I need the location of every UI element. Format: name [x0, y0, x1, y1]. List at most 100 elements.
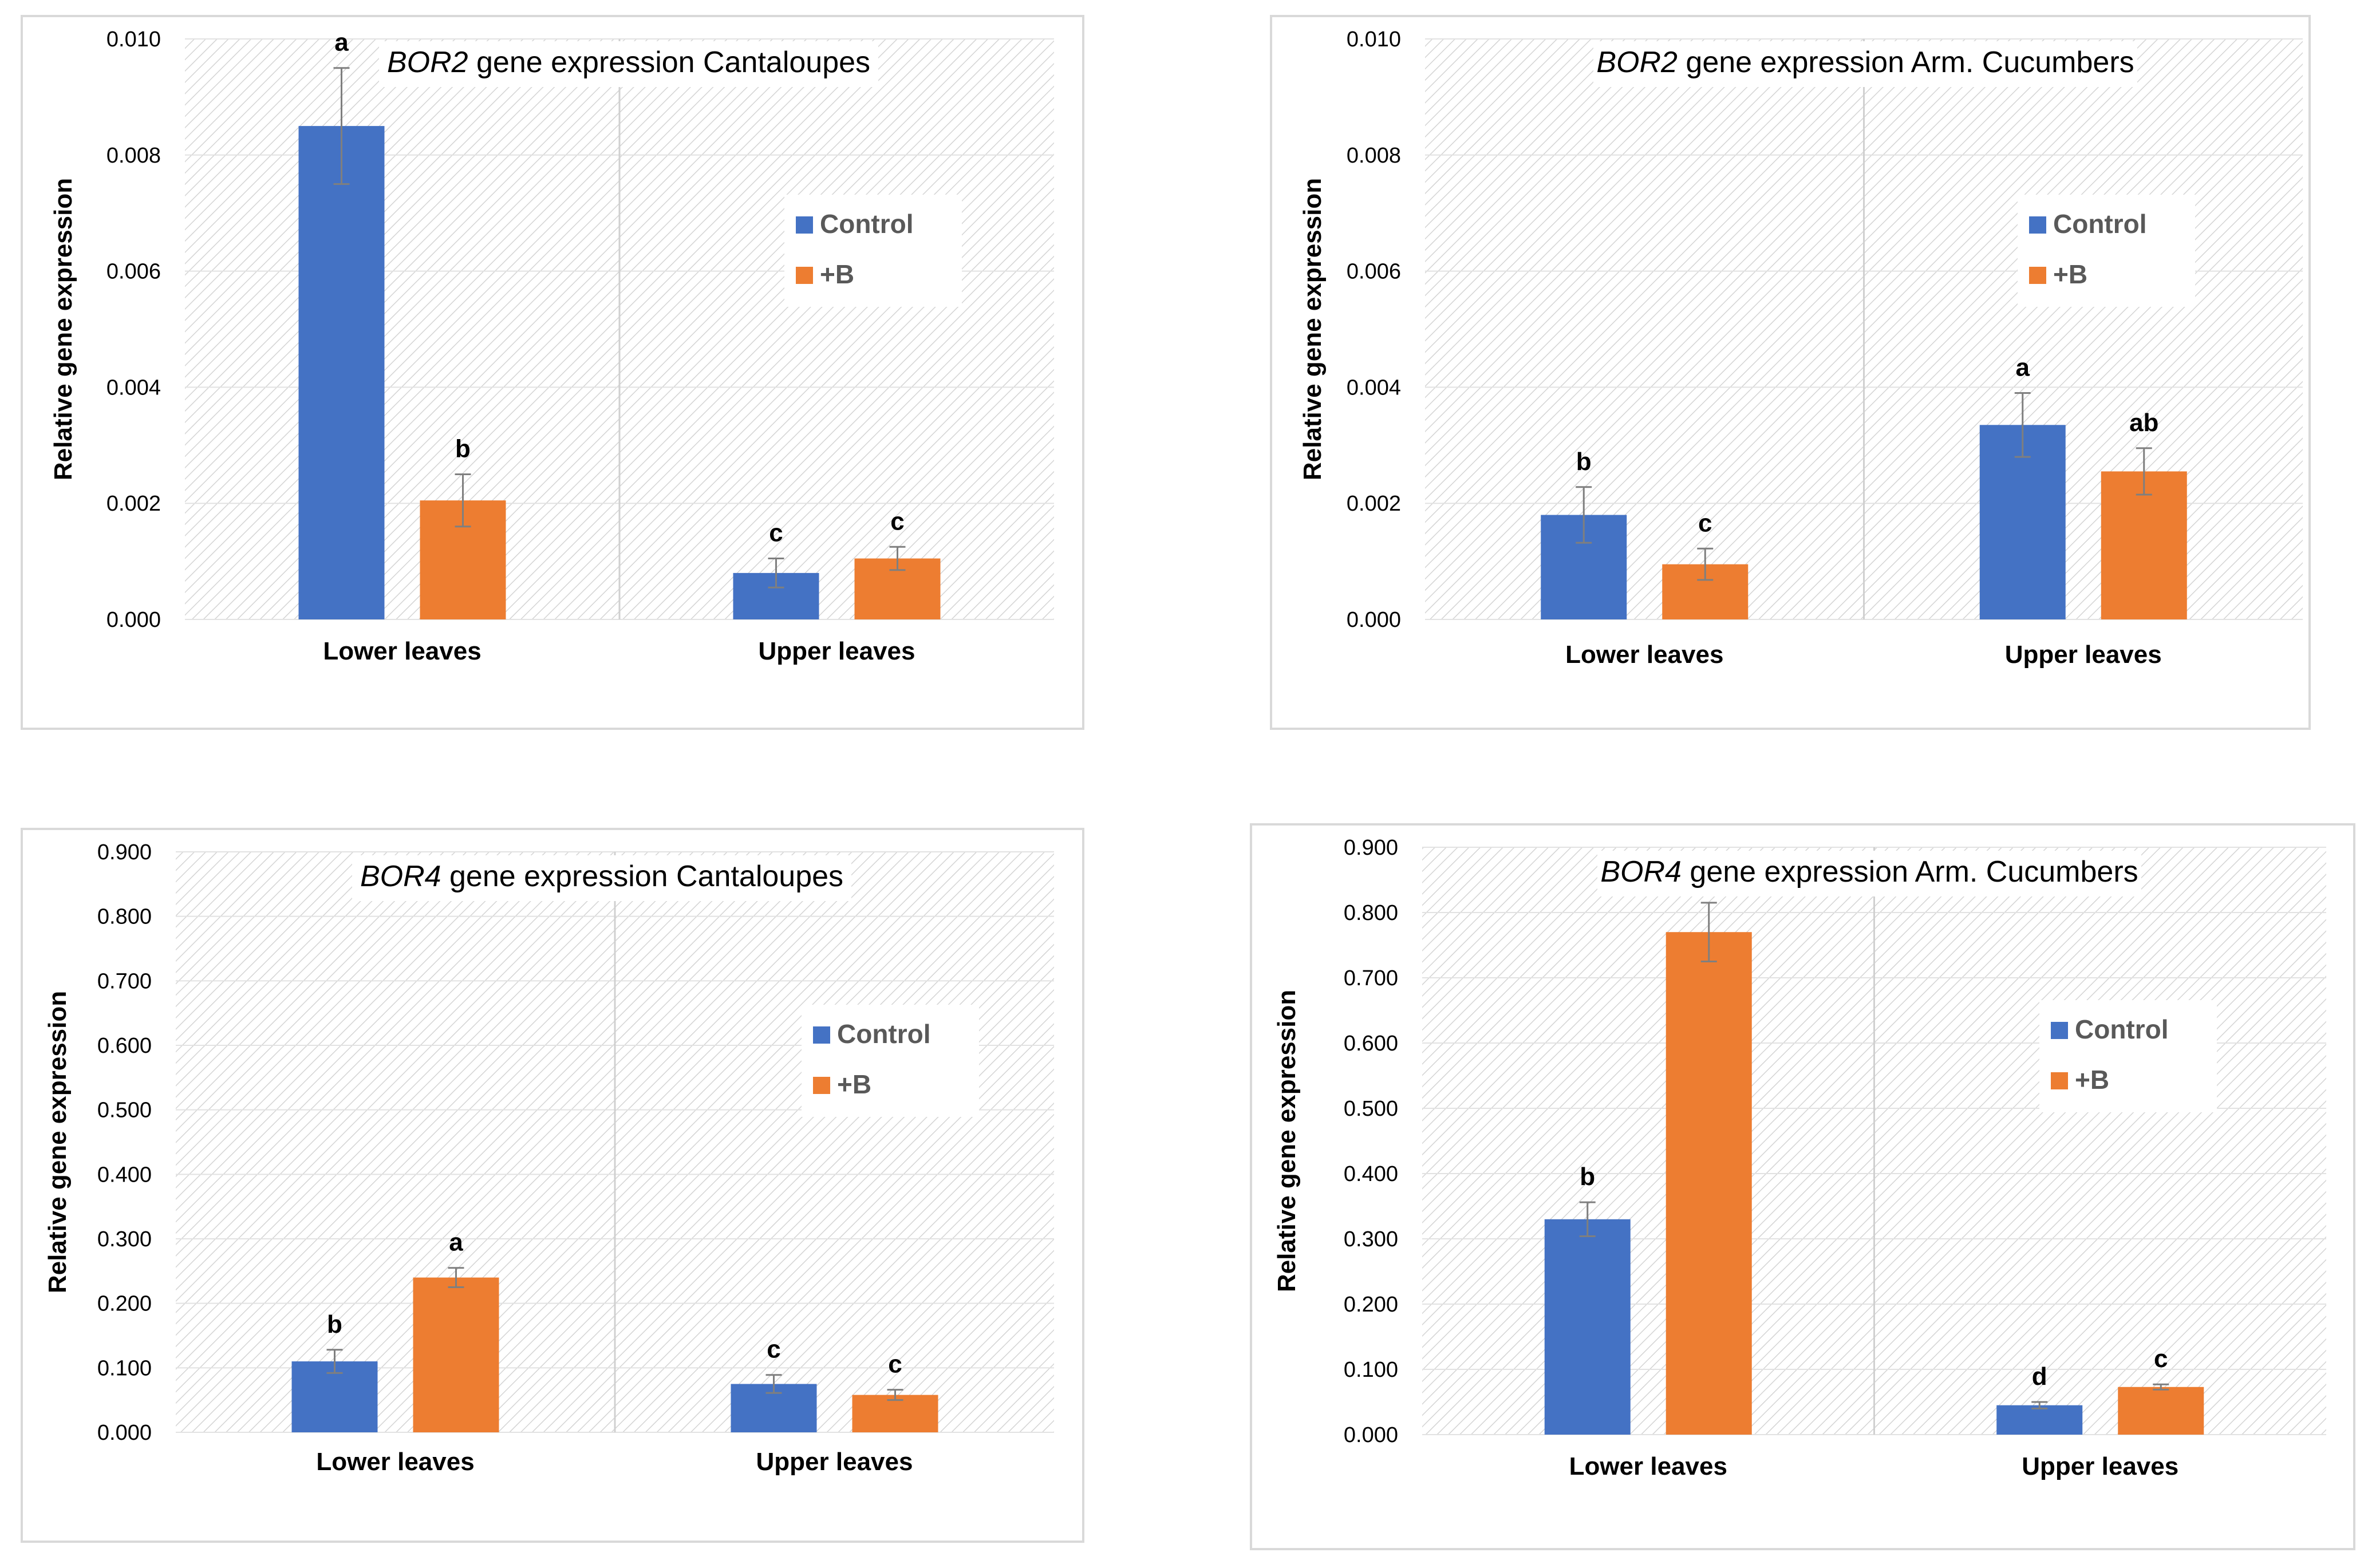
title-background [352, 855, 851, 901]
y-tick-label: 0.600 [97, 1034, 152, 1058]
legend-swatch [2029, 216, 2046, 234]
y-tick-label: 0.700 [1344, 966, 1398, 990]
y-tick-label: 0.400 [97, 1163, 152, 1187]
y-tick-label: 0.002 [106, 492, 161, 516]
chart-title: BOR2 gene expression Arm. Cucumbers [1596, 46, 2134, 79]
y-tick-label: 0.004 [1347, 376, 1401, 400]
significance-letter: c [1698, 509, 1712, 537]
y-tick-label: 0.200 [97, 1292, 152, 1316]
y-tick-label: 0.010 [1347, 27, 1401, 52]
chart-panel-bor2-cucumbers: 0.000 0.002 0.004 0.006 0.008 0.010 b c Lower le… [1270, 15, 2311, 730]
significance-letter: c [888, 1350, 902, 1379]
significance-letter: c [769, 519, 783, 547]
significance-letter: c [767, 1336, 780, 1364]
category-label: Lower leaves [316, 1448, 474, 1476]
chart-svg: 0.000 0.002 0.004 0.006 0.008 0.010 a b Lower le… [49, 27, 1054, 665]
significance-letter: a [334, 29, 349, 57]
y-tick-label: 0.004 [106, 376, 161, 400]
legend-swatch [813, 1026, 830, 1044]
bar-control-0 [1544, 1219, 1631, 1435]
legend-label: Control [2053, 209, 2147, 239]
y-tick-label: 0.000 [106, 608, 161, 632]
significance-letter: d [2032, 1362, 2047, 1391]
y-axis-title: Relative gene expression [44, 991, 72, 1293]
chart-panel-bor2-cantaloupes: 0.000 0.002 0.004 0.006 0.008 0.010 a b Lower le… [21, 15, 1084, 730]
y-tick-label: 0.200 [1344, 1293, 1398, 1317]
y-tick-label: 0.300 [97, 1227, 152, 1251]
y-tick-label: 0.800 [97, 905, 152, 929]
title-background [1597, 851, 2141, 896]
y-tick-label: 0.000 [1344, 1423, 1398, 1447]
legend-box [784, 195, 962, 307]
category-label: Lower leaves [1569, 1452, 1727, 1480]
legend-label: +B [820, 259, 854, 289]
category-label: Upper leaves [2022, 1452, 2178, 1480]
legend-label: Control [837, 1019, 931, 1049]
y-tick-label: 0.900 [1344, 836, 1398, 860]
y-tick-label: 0.400 [1344, 1162, 1398, 1186]
significance-letter: a [2016, 354, 2030, 382]
y-axis-title: Relative gene expression [1273, 990, 1301, 1292]
legend-swatch [796, 216, 813, 234]
y-tick-label: 0.500 [97, 1099, 152, 1123]
title-background [1593, 41, 2137, 87]
bar-control-0 [298, 126, 385, 620]
y-tick-label: 0.900 [97, 840, 152, 864]
chart-title: BOR4 gene expression Arm. Cucumbers [1600, 855, 2138, 888]
significance-letter: c [890, 507, 904, 535]
significance-letter: ab [2129, 409, 2158, 437]
legend-label: +B [837, 1069, 871, 1099]
chart-svg: 0.000 0.002 0.004 0.006 0.008 0.010 b c Lower le… [1299, 27, 2303, 669]
legend-box [802, 1005, 979, 1117]
chart-panel-bor4-cantaloupes: 0.000 0.100 0.200 0.300 0.400 0.500 0.600 0.700… [21, 828, 1084, 1543]
legend-swatch [2029, 267, 2046, 284]
bar-plus-b-1 [852, 1395, 938, 1432]
y-tick-label: 0.100 [1344, 1358, 1398, 1382]
y-tick-label: 0.000 [1347, 608, 1401, 632]
y-tick-label: 0.010 [106, 27, 161, 52]
significance-letter: a [449, 1229, 463, 1257]
chart-panel-bor4-cucumbers: 0.000 0.100 0.200 0.300 0.400 0.500 0.600 0.700… [1250, 823, 2355, 1550]
y-tick-label: 0.008 [106, 144, 161, 168]
significance-letter: b [1576, 448, 1592, 476]
legend-label: +B [2053, 259, 2087, 289]
significance-letter: b [455, 435, 471, 463]
y-tick-label: 0.008 [1347, 144, 1401, 168]
legend-label: +B [2075, 1065, 2109, 1095]
category-label: Upper leaves [756, 1448, 913, 1476]
y-tick-label: 0.100 [97, 1356, 152, 1380]
legend-label: Control [2075, 1014, 2169, 1044]
chart-title: BOR2 gene expression Cantaloupes [387, 46, 870, 79]
bar-control-1 [1996, 1405, 2083, 1435]
y-tick-label: 0.700 [97, 969, 152, 993]
y-tick-label: 0.800 [1344, 901, 1398, 925]
category-label: Lower leaves [1565, 641, 1723, 669]
y-tick-label: 0.006 [1347, 260, 1401, 284]
y-tick-label: 0.600 [1344, 1032, 1398, 1056]
bar-plus-b-1 [2118, 1387, 2204, 1435]
y-axis-title: Relative gene expression [49, 178, 77, 480]
y-axis-title: Relative gene expression [1299, 178, 1327, 480]
chart-svg: 0.000 0.100 0.200 0.300 0.400 0.500 0.600 0.700… [44, 840, 1054, 1476]
chart-svg: 0.000 0.100 0.200 0.300 0.400 0.500 0.600 0.700… [1273, 836, 2326, 1480]
y-tick-label: 0.500 [1344, 1097, 1398, 1121]
legend-swatch [813, 1077, 830, 1094]
legend-box [2039, 1000, 2217, 1112]
significance-letter: c [2154, 1345, 2168, 1373]
significance-letter: b [327, 1310, 342, 1338]
title-background [379, 41, 878, 87]
legend-box [2018, 195, 2195, 307]
bar-plus-b-1 [2101, 471, 2187, 619]
y-tick-label: 0.300 [1344, 1227, 1398, 1251]
significance-letter: b [1580, 1163, 1595, 1191]
y-tick-label: 0.002 [1347, 492, 1401, 516]
bar-plus-b-0 [413, 1277, 499, 1432]
legend-swatch [796, 267, 813, 284]
legend-swatch [2051, 1072, 2068, 1089]
chart-title: BOR4 gene expression Cantaloupes [360, 860, 843, 893]
legend-label: Control [820, 209, 914, 239]
legend-swatch [2051, 1022, 2068, 1039]
y-tick-label: 0.006 [106, 260, 161, 284]
category-label: Lower leaves [323, 637, 481, 665]
category-label: Upper leaves [2005, 641, 2162, 669]
